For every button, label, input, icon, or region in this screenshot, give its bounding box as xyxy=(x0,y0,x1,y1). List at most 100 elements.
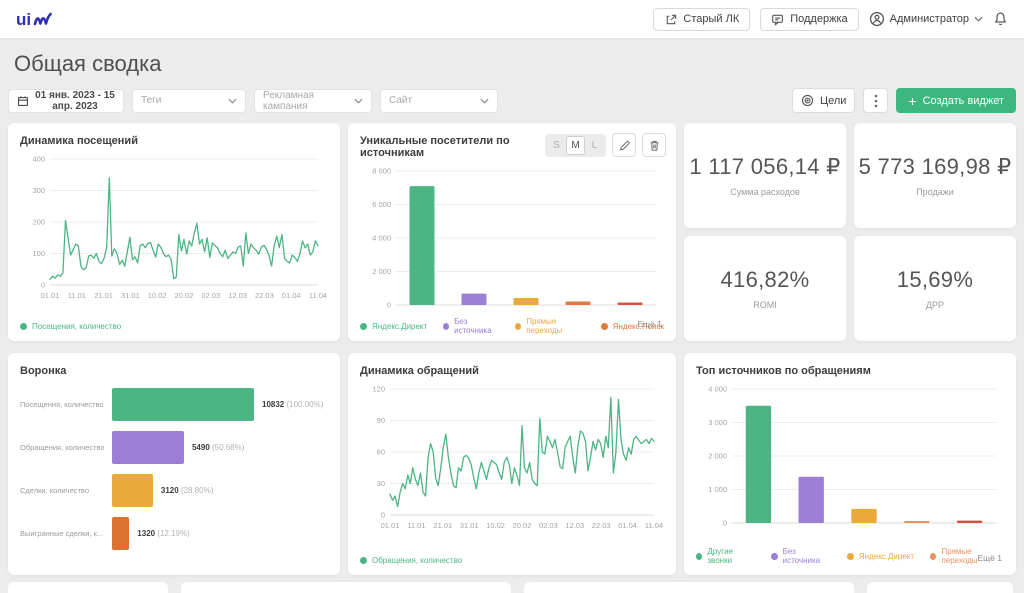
svg-text:4 000: 4 000 xyxy=(372,234,391,243)
legend-item[interactable]: Без источника xyxy=(443,317,499,335)
svg-text:20.02: 20.02 xyxy=(175,291,194,300)
legend-label: Посещения, количество xyxy=(32,322,122,331)
legend-item[interactable]: Обращения, количество xyxy=(360,556,462,565)
kpi-drr[interactable]: 15,69% ДРР xyxy=(854,236,1016,341)
widget-visits-dynamics[interactable]: Динамика посещений 0 100 200 300 400 01.01 11.… xyxy=(8,123,340,341)
funnel-value: 3120 (28.80%) xyxy=(160,486,214,495)
bell-icon[interactable] xyxy=(993,11,1008,27)
goals-label: Цели xyxy=(819,94,847,107)
chart-legend: Яндекс.Директ Без источника Прямые переход… xyxy=(360,313,664,335)
legend-label: Прямые переходы xyxy=(526,317,563,335)
widget-unique-visitors[interactable]: Уникальные посетители по источникам S M … xyxy=(348,123,676,341)
campaign-select[interactable]: Рекламная кампания xyxy=(254,88,372,113)
svg-text:4 000: 4 000 xyxy=(708,385,727,394)
svg-text:22.03: 22.03 xyxy=(255,291,274,300)
funnel-bar[interactable] xyxy=(112,388,254,421)
funnel-chart: Посещения, количество 10832 (100.00%) Обра… xyxy=(20,383,328,559)
legend-dot xyxy=(846,552,854,560)
widget-requests-dynamics[interactable]: Динамика обращений 0 30 60 90 120 01.01 11.01 2… xyxy=(348,353,676,575)
kpi-value: 5 773 169,98 ₽ xyxy=(858,154,1012,179)
widget-funnel[interactable]: Воронка Посещения, количество 10832 (100.… xyxy=(8,353,340,575)
site-select[interactable]: Сайт xyxy=(380,88,498,113)
legend-item[interactable]: Прямые переходы xyxy=(930,547,1004,565)
svg-text:11.01: 11.01 xyxy=(407,521,425,530)
partial-card xyxy=(524,582,854,593)
svg-text:30: 30 xyxy=(377,479,385,488)
svg-text:8 000: 8 000 xyxy=(372,167,391,176)
svg-text:120: 120 xyxy=(372,385,385,394)
legend-item[interactable]: Посещения, количество xyxy=(20,322,121,331)
legend-item[interactable]: Без источника xyxy=(771,547,831,565)
site-placeholder: Сайт xyxy=(389,95,413,106)
svg-text:3 000: 3 000 xyxy=(708,418,727,427)
svg-text:12.03: 12.03 xyxy=(565,521,584,530)
plus-icon: + xyxy=(908,92,917,109)
kpi-label: Сумма расходов xyxy=(730,187,800,197)
pencil-icon xyxy=(618,139,631,152)
legend-dot xyxy=(515,322,522,330)
chart-legend: Обращения, количество xyxy=(360,552,664,565)
legend-more-label[interactable]: Ещё 1 xyxy=(977,553,1002,563)
legend-label: Прямые переходы xyxy=(941,547,978,565)
kpi-label: ROMI xyxy=(753,300,777,310)
legend-item[interactable]: Прямые переходы xyxy=(515,317,584,335)
chart-legend: Другие звонки Без источника Яндекс.Директ П… xyxy=(696,543,1004,565)
svg-text:21.01: 21.01 xyxy=(433,521,452,530)
create-widget-button[interactable]: + Создать виджет xyxy=(896,88,1016,113)
legend-item[interactable]: Яндекс.Директ xyxy=(846,552,914,561)
support-button[interactable]: Поддержка xyxy=(760,7,859,31)
chevron-down-icon xyxy=(228,98,237,104)
svg-text:0: 0 xyxy=(723,519,727,528)
svg-text:31.01: 31.01 xyxy=(460,521,479,530)
kpi-expenses[interactable]: 1 117 056,14 ₽ Сумма расходов xyxy=(684,123,846,228)
trash-icon xyxy=(648,139,661,152)
delete-widget-button[interactable] xyxy=(642,133,666,157)
kpi-value: 416,82% xyxy=(720,267,810,292)
svg-text:01.01: 01.01 xyxy=(381,521,400,530)
edit-widget-button[interactable] xyxy=(612,133,636,157)
create-widget-label: Создать виджет xyxy=(922,94,1004,107)
funnel-row-label: Посещения, количество xyxy=(20,400,104,409)
kpi-value: 15,69% xyxy=(896,267,974,292)
date-range-value: 01 янв. 2023 - 15 апр. 2023 xyxy=(35,89,115,112)
unique-visitors-bar-chart: 0 2 000 4 000 6 000 8 000 xyxy=(360,163,664,313)
kpi-sales[interactable]: 5 773 169,98 ₽ Продажи xyxy=(854,123,1016,228)
funnel-row: Обращения, количество 5490 (50.68%) xyxy=(20,426,328,469)
kpi-label: ДРР xyxy=(925,300,945,310)
chevron-down-icon xyxy=(354,98,363,104)
kpi-label: Продажи xyxy=(916,187,954,197)
size-option-m[interactable]: M xyxy=(566,135,585,155)
funnel-bar[interactable] xyxy=(112,431,184,464)
tags-select[interactable]: Теги xyxy=(132,88,246,113)
goals-button[interactable]: Цели xyxy=(791,88,856,113)
widget-top-sources[interactable]: Топ источников по обращениям 0 1 000 2 000… xyxy=(684,353,1016,575)
old-lk-button[interactable]: Старый ЛК xyxy=(653,7,751,31)
more-actions-button[interactable] xyxy=(863,88,889,113)
funnel-bar[interactable] xyxy=(112,517,130,550)
user-menu[interactable]: Администратор xyxy=(869,11,983,27)
funnel-row-label: Обращения, количество xyxy=(20,443,105,452)
widget-controls: S M L xyxy=(545,133,666,157)
top-bar: ui Старый ЛК Поддержка xyxy=(0,0,1024,38)
filter-bar: 01 янв. 2023 - 15 апр. 2023 Теги Рекламн… xyxy=(8,88,1016,113)
svg-text:300: 300 xyxy=(32,186,45,195)
funnel-bar[interactable] xyxy=(112,474,153,507)
kpi-romi[interactable]: 416,82% ROMI xyxy=(684,236,846,341)
uis-logo[interactable]: ui xyxy=(16,7,68,31)
legend-more-label[interactable]: Ещё 1 xyxy=(637,319,662,329)
size-toggle: S M L xyxy=(545,133,606,157)
chart-svg: 0 30 60 90 120 01.01 11.01 21.01 31.01 10.02 20.02… xyxy=(372,385,663,531)
svg-text:60: 60 xyxy=(377,448,385,457)
size-option-l[interactable]: L xyxy=(591,139,598,151)
svg-text:6 000: 6 000 xyxy=(372,200,391,209)
funnel-value: 1320 (12.19%) xyxy=(137,529,190,538)
uis-logo-icon: ui xyxy=(16,10,52,29)
legend-item[interactable]: Другие звонки xyxy=(696,547,755,565)
legend-item[interactable]: Яндекс.Поиск xyxy=(600,322,664,331)
user-icon xyxy=(869,11,885,27)
svg-text:2 000: 2 000 xyxy=(372,267,391,276)
size-option-s[interactable]: S xyxy=(553,139,560,151)
legend-label: Без источника xyxy=(782,547,821,565)
date-range-picker[interactable]: 01 янв. 2023 - 15 апр. 2023 xyxy=(8,88,124,113)
legend-item[interactable]: Яндекс.Директ xyxy=(360,322,427,331)
